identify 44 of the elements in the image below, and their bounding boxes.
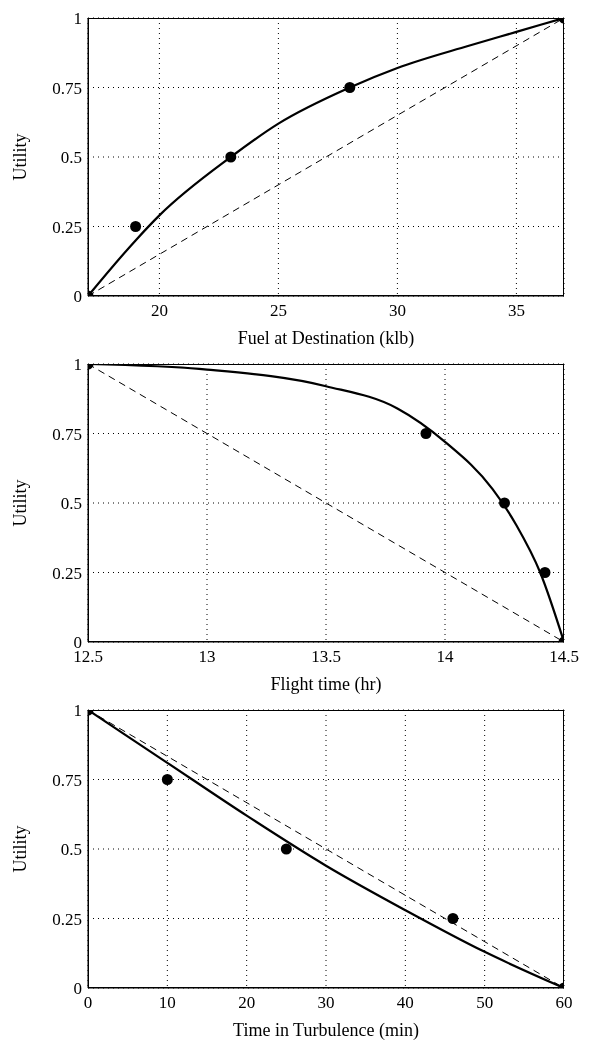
y-tick-label: 0.5 [60,148,82,168]
y-tick-label: 0.75 [52,770,82,790]
x-tick-label: 10 [158,993,176,1013]
x-tick-label: 14 [436,647,454,667]
x-tick-label: 30 [317,993,335,1013]
y-tick-label: 1 [73,9,82,29]
y-tick-label: 0.25 [52,217,82,237]
x-tick-label: 50 [476,993,494,1013]
x-tick-label: 13.5 [311,647,341,667]
y-tick-label: 1 [73,355,82,375]
x-tick-label: 20 [238,993,256,1013]
y-tick-label: 0.25 [52,563,82,583]
y-tick-label: 0.5 [60,840,82,860]
y-axis-title: Utility [10,825,31,873]
y-tick-label: 0.5 [60,494,82,514]
y-tick-label: 0.25 [52,909,82,929]
y-tick-label: 0.75 [52,424,82,444]
point [225,151,237,163]
x-axis-title: Flight time (hr) [270,674,382,695]
point [161,774,173,785]
point [420,428,432,439]
x-tick-label: 20 [150,301,168,321]
y-axis-title: Utility [10,479,31,527]
x-tick-label: 25 [269,301,287,321]
point [280,843,292,855]
point [344,82,356,93]
y-axis-title: Utility [10,133,31,181]
x-axis-title: Time in Turbulence (min) [233,1020,419,1041]
y-tick-label: 0 [73,979,82,999]
x-tick-label: 30 [388,301,406,321]
point [130,221,142,232]
x-tick-label: 35 [507,301,525,321]
x-tick-label: 14.5 [549,647,579,667]
point [447,913,459,924]
x-tick-label: 60 [555,993,573,1013]
y-tick-label: 1 [73,701,82,721]
x-tick-label: 13 [198,647,216,667]
y-tick-label: 0 [73,287,82,307]
point [539,567,551,578]
x-axis-title: Fuel at Destination (klb) [237,328,415,349]
y-tick-label: 0.75 [52,78,82,98]
x-tick-label: 40 [396,993,414,1013]
x-tick-label: 12.5 [73,647,103,667]
point [499,497,510,509]
